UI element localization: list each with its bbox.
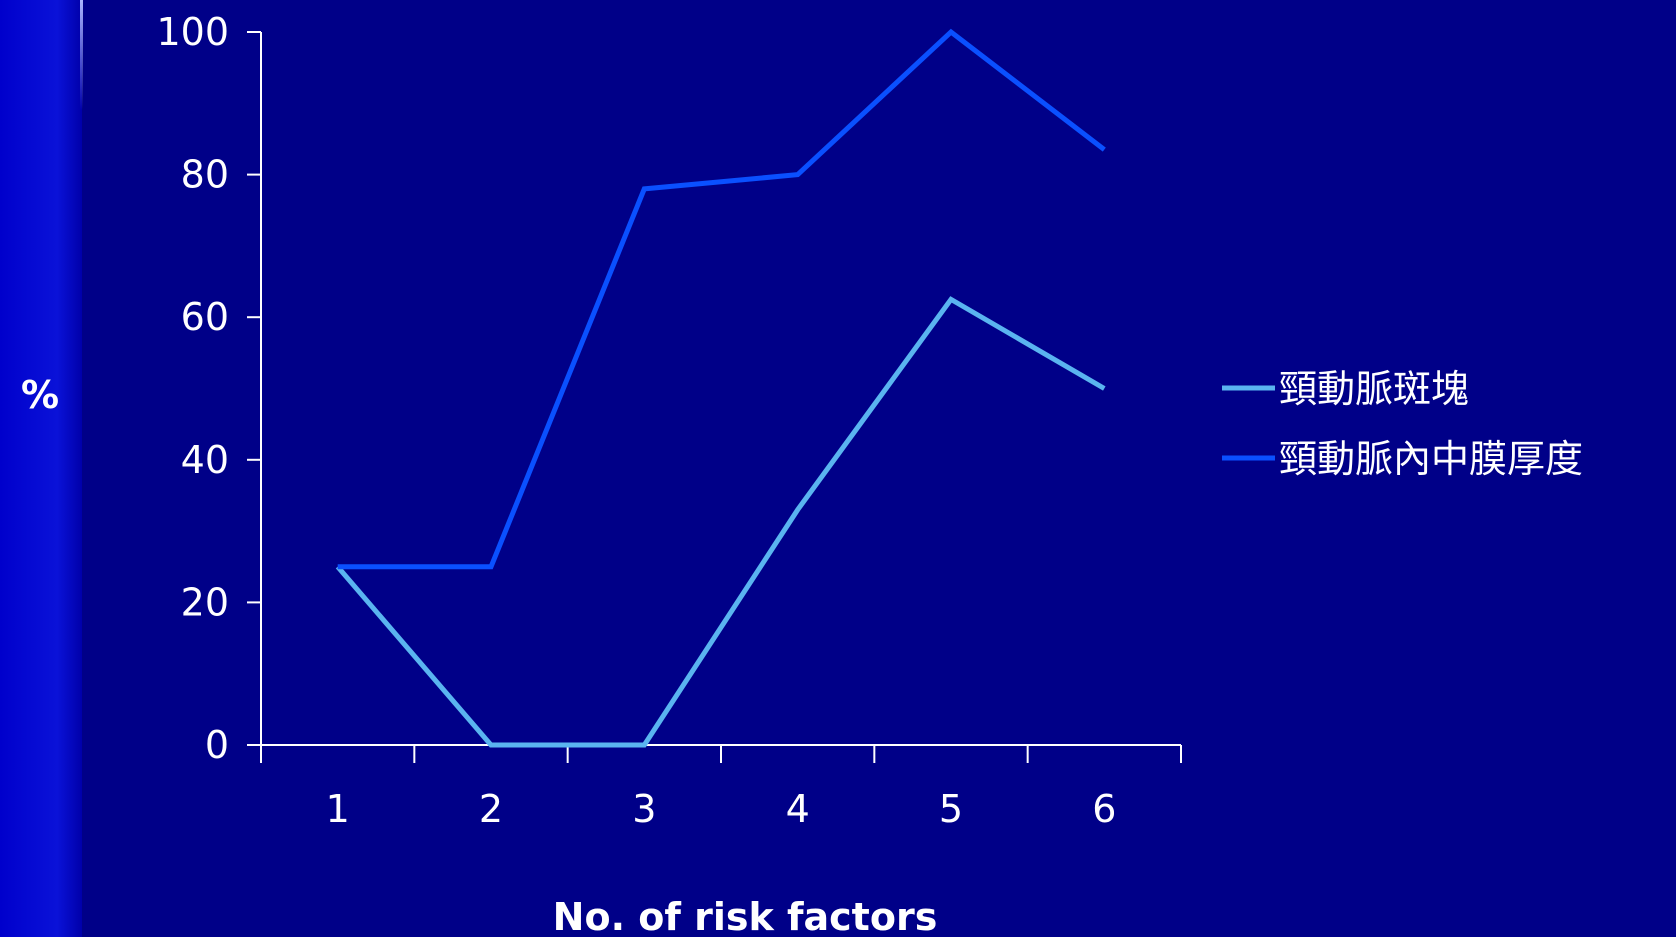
x-tick-label: 4 [786,787,810,831]
left-decorative-highlight [80,0,83,110]
y-tick-label: 80 [181,153,229,197]
y-tick-label: 100 [156,10,229,54]
x-tick-label: 1 [326,787,350,831]
legend-label-2: 頸動脈內中膜厚度 [1279,437,1583,481]
x-ticks: 1 2 3 4 5 6 [260,745,1182,831]
chart-series [335,28,1106,748]
series-line-1 [335,296,1106,748]
y-tick-label: 20 [181,580,229,624]
y-axis-title: % [21,373,59,417]
x-tick-label: 2 [479,787,503,831]
series-line-2 [337,28,1106,570]
legend-label-1: 頸動脈斑塊 [1279,367,1469,411]
x-axis-title: No. of risk factors [553,895,938,937]
x-tick-label: 6 [1092,787,1116,831]
x-tick-label: 3 [632,787,656,831]
y-ticks: 0 20 40 60 80 100 [156,10,261,767]
y-tick-label: 0 [205,723,229,767]
left-decorative-band [0,0,82,937]
y-tick-label: 60 [181,295,229,339]
x-tick-label: 5 [939,787,963,831]
y-tick-label: 40 [181,438,229,482]
